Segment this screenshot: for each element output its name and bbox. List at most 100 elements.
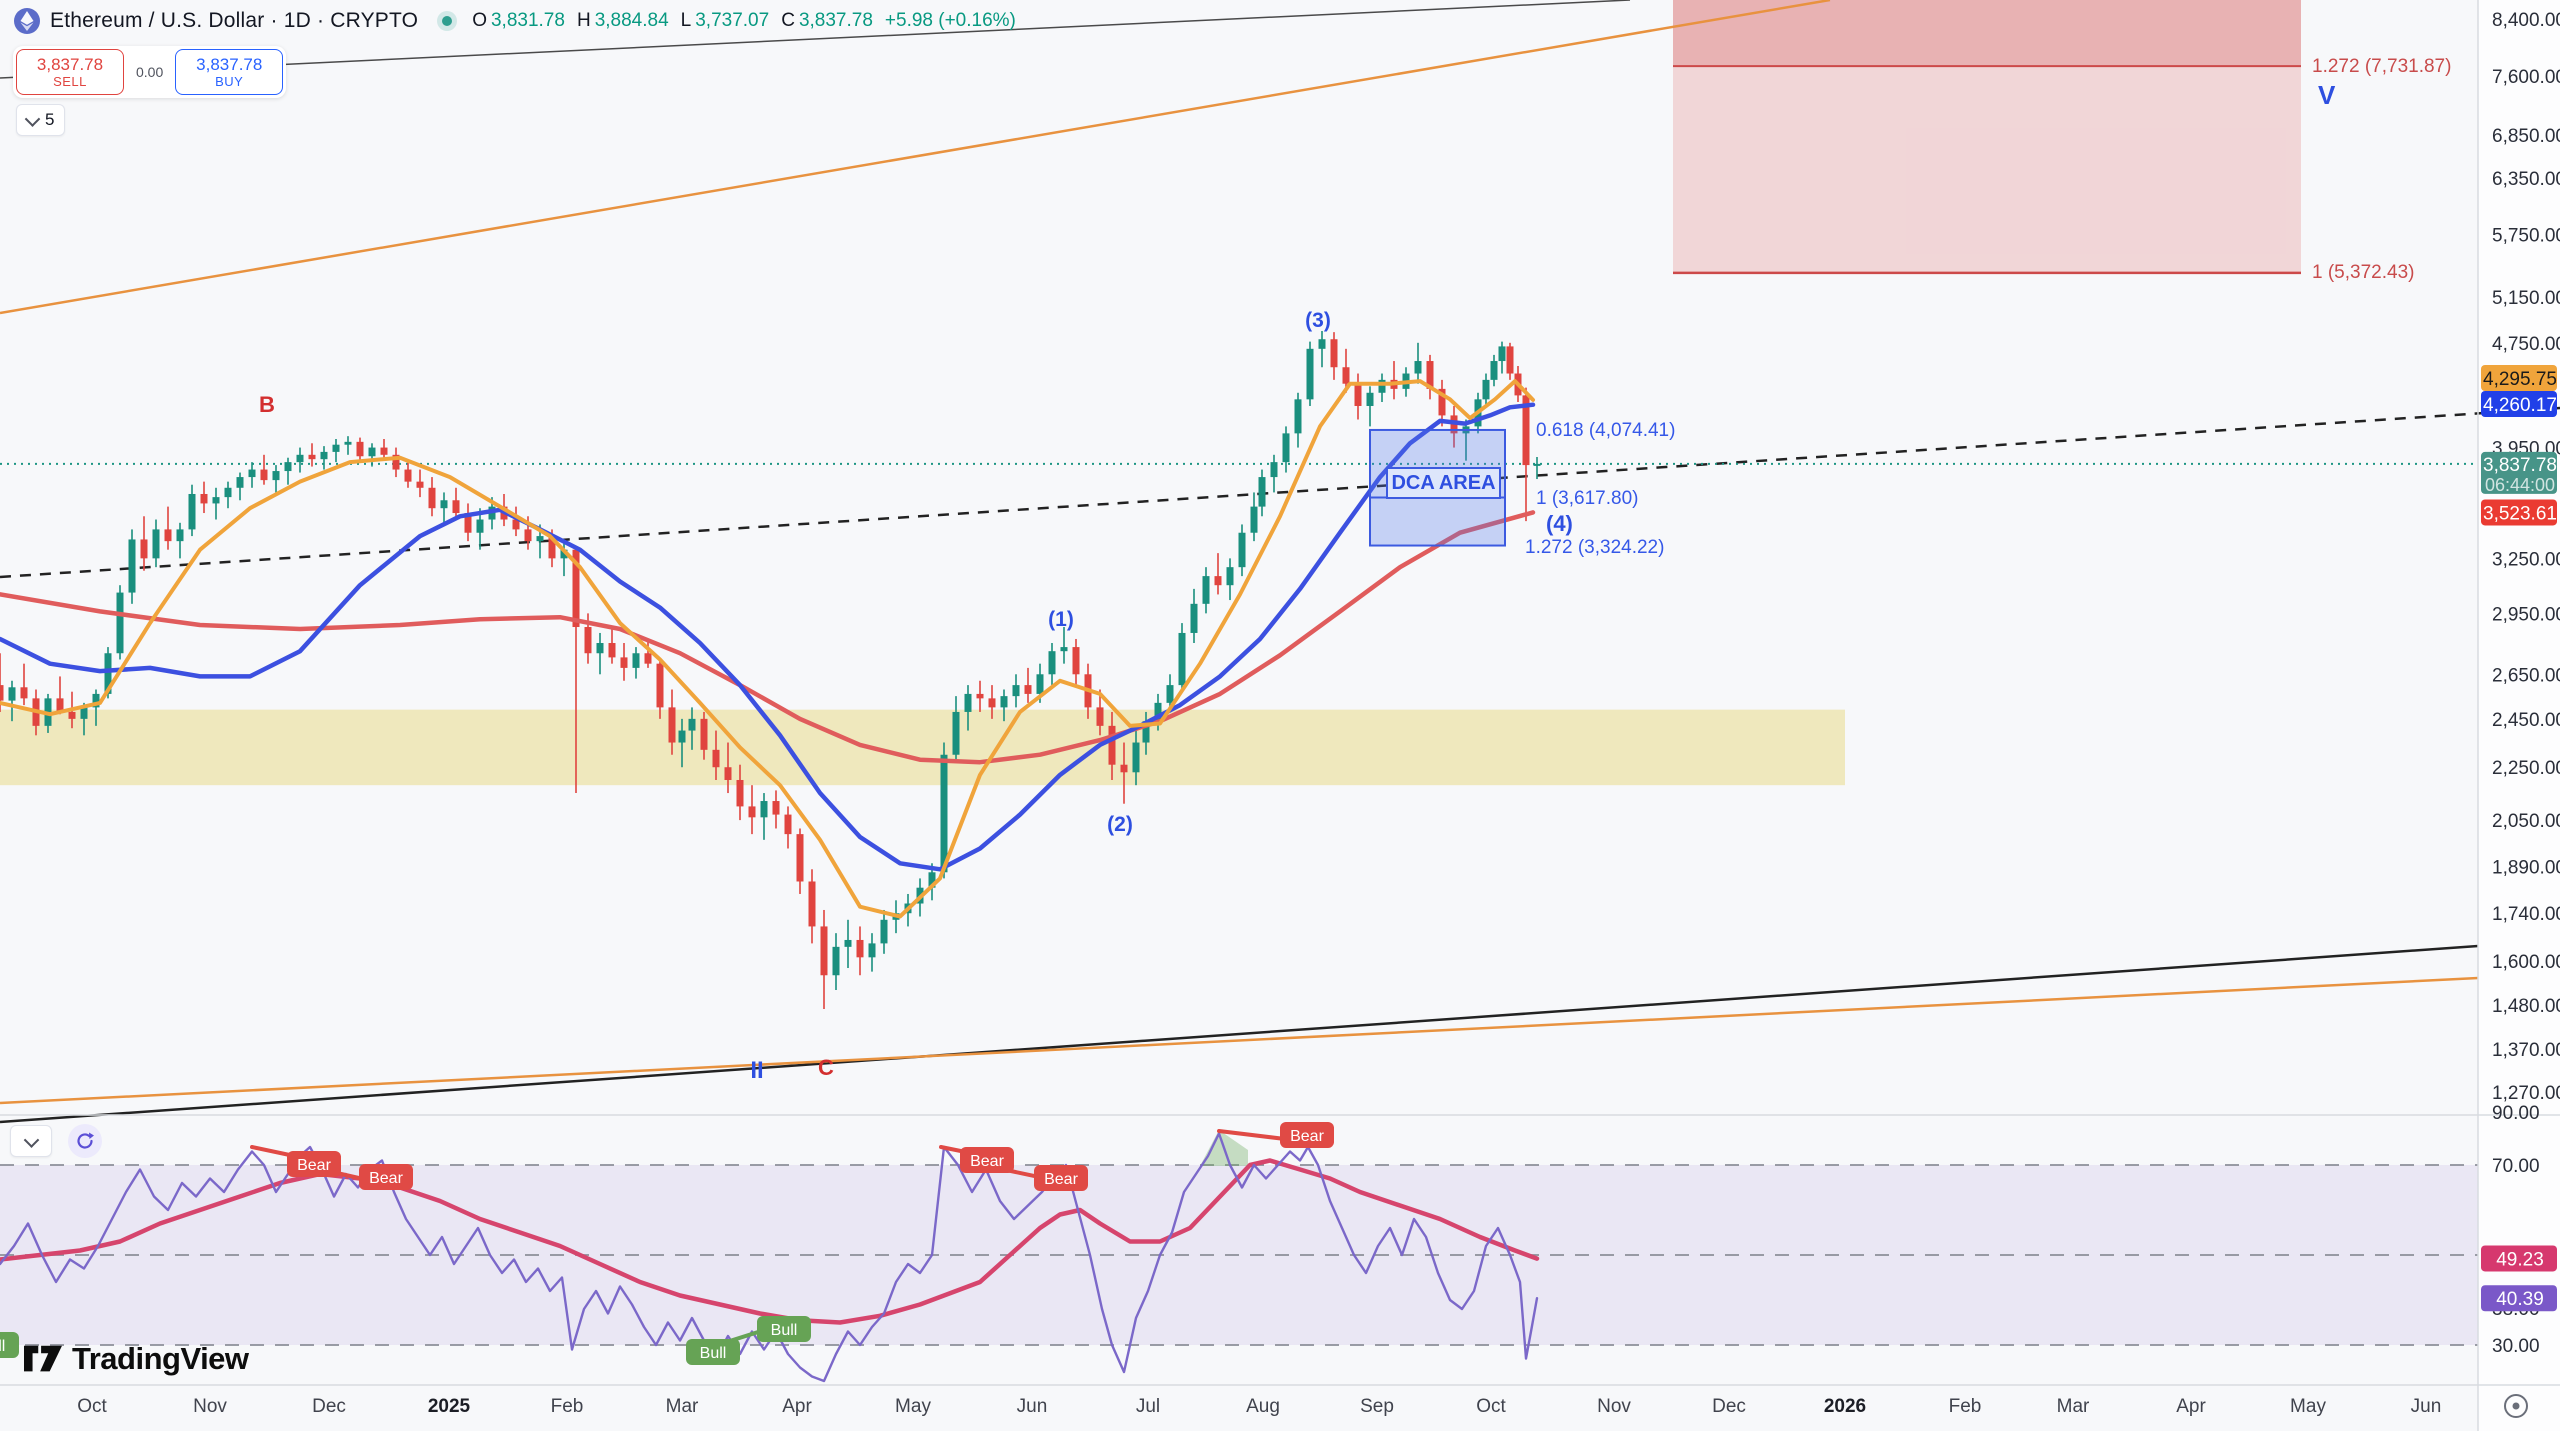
svg-text:Mar: Mar bbox=[2057, 1396, 2090, 1417]
sell-label: SELL bbox=[53, 73, 87, 89]
annotation-1: (1) bbox=[1048, 608, 1074, 631]
high-value: 3,884.84 bbox=[594, 10, 669, 31]
bear-divergence-line bbox=[1217, 1129, 1287, 1141]
svg-text:2,950.00: 2,950.00 bbox=[2492, 604, 2560, 625]
buy-label: BUY bbox=[215, 73, 244, 89]
svg-text:Feb: Feb bbox=[551, 1396, 584, 1417]
svg-text:1,270.00: 1,270.00 bbox=[2492, 1083, 2560, 1104]
price-badge-ma-mid-value: 4,260.17 bbox=[2481, 391, 2557, 417]
annotation-b: B bbox=[259, 392, 275, 417]
svg-text:4,260.17: 4,260.17 bbox=[2483, 395, 2557, 416]
svg-text:Oct: Oct bbox=[77, 1396, 107, 1417]
bear-signal-badge: Bear bbox=[359, 1164, 413, 1190]
svg-text:Apr: Apr bbox=[782, 1396, 812, 1417]
indicator-badge-rsi-value: 40.39 bbox=[2481, 1285, 2557, 1312]
svg-text:Nov: Nov bbox=[193, 1396, 227, 1417]
black-support-trendline bbox=[0, 944, 2479, 1124]
symbol-header: Ethereum / U.S. Dollar · 1D · CRYPTO O 3,… bbox=[14, 8, 1016, 34]
svg-text:2,050.00: 2,050.00 bbox=[2492, 811, 2560, 832]
bear-signal-badge: Bear bbox=[1034, 1165, 1088, 1191]
dca-area-label: DCA AREA bbox=[1391, 472, 1495, 494]
svg-text:May: May bbox=[2290, 1396, 2326, 1417]
svg-text:49.23: 49.23 bbox=[2496, 1249, 2544, 1270]
svg-text:Sep: Sep bbox=[1360, 1396, 1394, 1417]
ma-mid-line bbox=[0, 402, 1536, 872]
time-axis[interactable]: Oct Nov Dec 2025 Feb Mar Apr May Jun Jul Aug Sep Oct… bbox=[77, 1396, 2441, 1417]
svg-text:Jun: Jun bbox=[2411, 1396, 2442, 1417]
bull-signal-badge: Bull bbox=[757, 1316, 811, 1342]
high-label: H bbox=[576, 10, 591, 31]
low-value: 3,737.07 bbox=[695, 10, 770, 31]
svg-text:2,450.00: 2,450.00 bbox=[2492, 710, 2560, 731]
svg-text:Jul: Jul bbox=[1136, 1396, 1160, 1417]
indicator-collapse-button[interactable] bbox=[10, 1125, 52, 1157]
yellow-support-zone bbox=[0, 709, 1845, 786]
buy-price: 3,837.78 bbox=[196, 54, 263, 74]
annotation-c: C bbox=[818, 1055, 834, 1080]
svg-text:Bear: Bear bbox=[369, 1170, 403, 1187]
svg-text:Bull: Bull bbox=[700, 1345, 727, 1362]
orange-support-trendline bbox=[0, 976, 2479, 1105]
svg-text:Dec: Dec bbox=[1712, 1396, 1746, 1417]
svg-text:40.39: 40.39 bbox=[2496, 1289, 2544, 1310]
settings-icon[interactable] bbox=[2504, 1394, 2528, 1418]
close-label: C bbox=[781, 10, 795, 31]
annotation-3: (3) bbox=[1305, 309, 1331, 332]
close-value: 3,837.78 bbox=[798, 10, 873, 31]
svg-text:90.00: 90.00 bbox=[2492, 1103, 2540, 1124]
dca-label-box bbox=[1386, 467, 1501, 499]
svg-text:1,740.00: 1,740.00 bbox=[2492, 904, 2560, 925]
interval-value: 5 bbox=[45, 110, 55, 129]
annotation-2: (2) bbox=[1107, 813, 1133, 836]
bear-signal-badge: Bear bbox=[1280, 1122, 1334, 1148]
indicator-badge-rsi-ma-value: 49.23 bbox=[2481, 1245, 2557, 1272]
annotation-ii: II bbox=[750, 1057, 763, 1084]
market-status-icon[interactable] bbox=[442, 16, 453, 26]
svg-text:1,600.00: 1,600.00 bbox=[2492, 952, 2560, 973]
svg-text:Feb: Feb bbox=[1949, 1396, 1982, 1417]
svg-text:1,370.00: 1,370.00 bbox=[2492, 1040, 2560, 1061]
ohlc-values: O 3,831.78 H 3,884.84 L 3,737.07 C 3,837.78 … bbox=[472, 10, 1016, 32]
interval-dropdown[interactable]: 5 bbox=[16, 104, 66, 136]
annotation-1537243: 1 (5,372.43) bbox=[2312, 262, 2414, 283]
annotation-v: V bbox=[2318, 80, 2336, 110]
svg-text:Bull: Bull bbox=[771, 1322, 798, 1339]
svg-text:May: May bbox=[895, 1396, 931, 1417]
ma-fast-line bbox=[0, 379, 1535, 919]
change-value: +5.98 (+0.16%) bbox=[884, 10, 1016, 31]
svg-text:2025: 2025 bbox=[428, 1396, 471, 1417]
ma-slow-line bbox=[0, 510, 1536, 765]
annotation-1361780: 1 (3,617.80) bbox=[1536, 488, 1638, 509]
sell-button[interactable]: 3,837.78 SELL bbox=[16, 49, 124, 95]
tradingview-wordmark: TradingView bbox=[72, 1341, 249, 1376]
fib-target-zone-upper bbox=[1673, 0, 2301, 67]
annotation-1272773187: 1.272 (7,731.87) bbox=[2312, 56, 2451, 77]
svg-text:2,250.00: 2,250.00 bbox=[2492, 758, 2560, 779]
bull-signal-badge: Bull bbox=[686, 1339, 740, 1365]
price-axis-background bbox=[2478, 0, 2560, 1431]
open-value: 3,831.78 bbox=[490, 10, 565, 31]
svg-text:6,850.00: 6,850.00 bbox=[2492, 126, 2560, 147]
svg-text:70.00: 70.00 bbox=[2492, 1156, 2540, 1177]
svg-text:5,750.00: 5,750.00 bbox=[2492, 225, 2560, 246]
svg-text:4,295.75: 4,295.75 bbox=[2483, 369, 2557, 390]
buy-button[interactable]: 3,837.78 BUY bbox=[175, 49, 284, 95]
tradingview-logo[interactable]: TradingView bbox=[22, 1340, 249, 1378]
symbol-title[interactable]: Ethereum / U.S. Dollar · 1D · CRYPTO bbox=[50, 9, 419, 32]
svg-text:30.00: 30.00 bbox=[2492, 1336, 2540, 1357]
svg-text:Bear: Bear bbox=[970, 1153, 1004, 1170]
bear-signal-badge: Bear bbox=[287, 1151, 341, 1177]
svg-text:Mar: Mar bbox=[666, 1396, 699, 1417]
bear-signal-badge: Bear bbox=[960, 1147, 1014, 1173]
chevron-down-icon bbox=[24, 110, 41, 127]
refresh-icon[interactable] bbox=[68, 1124, 102, 1158]
ethereum-icon bbox=[14, 8, 40, 34]
indicator-panel-controls bbox=[10, 1124, 102, 1158]
orange-top-trendline bbox=[0, 0, 1831, 315]
svg-text:8,400.00: 8,400.00 bbox=[2492, 10, 2560, 31]
dashed-mid-trendline bbox=[0, 406, 2560, 579]
chevron-down-icon bbox=[23, 1131, 39, 1148]
svg-text:3,837.78: 3,837.78 bbox=[2483, 455, 2557, 476]
